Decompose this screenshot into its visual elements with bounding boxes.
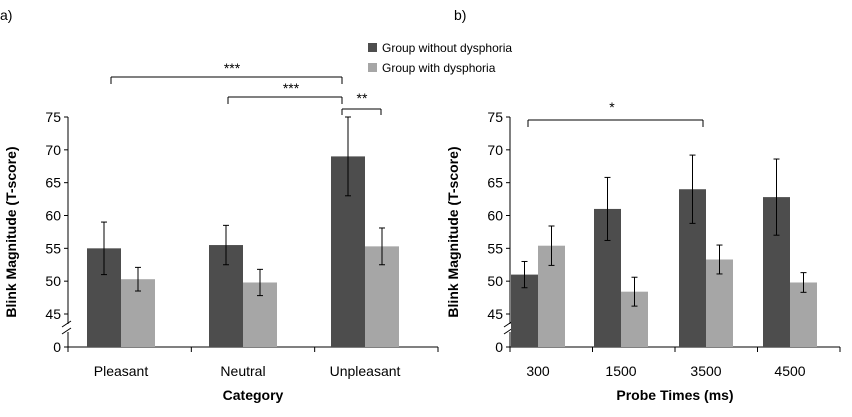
panel-a-axis-break-mark [61, 327, 72, 335]
panel-b-bar [790, 282, 817, 347]
panel-a-y-tick-label: 55 [45, 240, 61, 256]
panel-b-y-axis-title: Blink Magnitude (T-score) [445, 146, 461, 317]
panel-b-y-tick-label: 0 [495, 339, 503, 355]
panel-a-label: a) [0, 7, 12, 23]
panel-b-significance-label: * [609, 99, 615, 115]
panel-b-y-tick-label: 75 [487, 109, 503, 125]
panel-b-y-tick-label: 60 [487, 208, 503, 224]
panel-a-y-tick-label: 70 [45, 142, 61, 158]
panel-b-category-label: 300 [526, 363, 550, 379]
legend-label-dark: Group without dysphoria [382, 41, 512, 55]
panel-a-y-axis-title: Blink Magnitude (T-score) [3, 146, 19, 317]
panel-a-y-tick-label: 50 [45, 273, 61, 289]
panel-a-y-tick-label: 60 [45, 208, 61, 224]
panel-a-y-tick-label: 75 [45, 109, 61, 125]
panel-a-y-tick-label: 45 [45, 306, 61, 322]
panel-b-label: b) [454, 7, 466, 23]
legend: Group without dysphoria Group with dysph… [368, 41, 512, 75]
panel-b-category-label: 3500 [690, 363, 721, 379]
panel-b-x-axis-title: Probe Times (ms) [616, 387, 733, 403]
panel-a-y-tick-label: 65 [45, 175, 61, 191]
panel-b-y-tick-label: 50 [487, 273, 503, 289]
panel-a-x-axis-title: Category [223, 387, 284, 403]
panel-b-y-tick-label: 55 [487, 240, 503, 256]
panel-a-chart: a) Blink Magnitude (T-score) Category 0 4… [0, 7, 439, 403]
panel-a-category-label: Neutral [220, 363, 265, 379]
panel-b-chart: b) Blink Magnitude (T-score) Probe Times… [445, 7, 841, 403]
panel-a-y-tick-label: 0 [53, 339, 61, 355]
legend-swatch-light [368, 63, 377, 72]
panel-a-significance-label: ** [357, 90, 368, 106]
panel-b-y-tick-label: 70 [487, 142, 503, 158]
panel-a-significance-label: *** [224, 60, 241, 76]
panel-b-category-label: 1500 [605, 363, 636, 379]
panel-b-category-label: 4500 [774, 363, 805, 379]
legend-label-light: Group with dysphoria [382, 61, 496, 75]
panel-a-category-label: Unpleasant [330, 363, 401, 379]
panel-b-y-tick-label: 45 [487, 306, 503, 322]
panel-a-category-label: Pleasant [94, 363, 149, 379]
panel-a-significance-label: *** [283, 80, 300, 96]
panel-b-y-tick-label: 65 [487, 175, 503, 191]
legend-swatch-dark [368, 43, 377, 52]
panel-a-axis-break-mark [61, 320, 72, 328]
